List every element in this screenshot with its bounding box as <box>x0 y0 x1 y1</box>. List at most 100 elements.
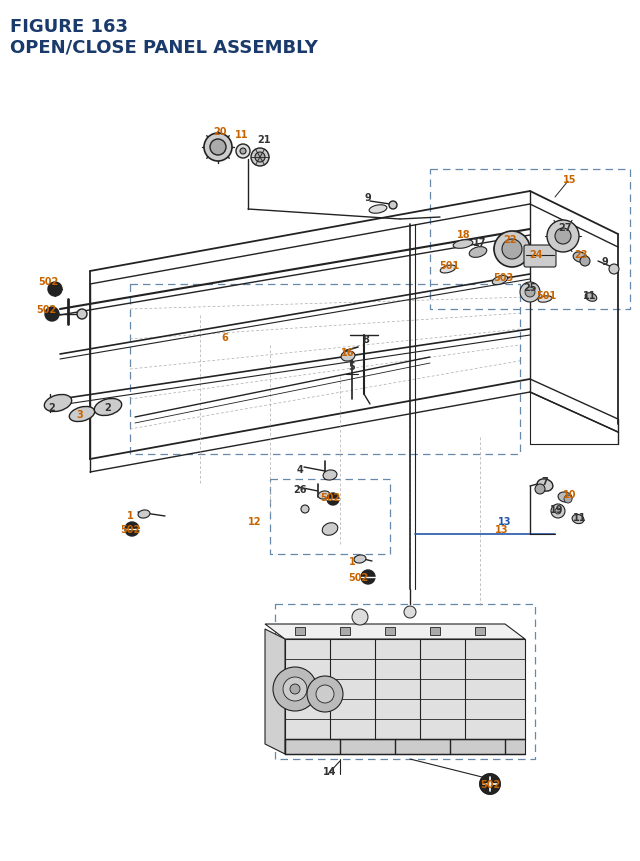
Text: 7: 7 <box>541 476 548 486</box>
Text: 501: 501 <box>439 261 459 270</box>
Text: 10: 10 <box>563 489 577 499</box>
Circle shape <box>273 667 317 711</box>
Text: 502: 502 <box>120 524 140 535</box>
Circle shape <box>327 493 339 505</box>
Text: 14: 14 <box>323 766 337 776</box>
Text: 501: 501 <box>536 291 556 300</box>
Text: 503: 503 <box>493 273 513 282</box>
Text: 5: 5 <box>349 362 355 372</box>
Ellipse shape <box>537 480 553 492</box>
Ellipse shape <box>538 296 552 303</box>
Bar <box>295 628 305 635</box>
Circle shape <box>240 149 246 155</box>
Text: 11: 11 <box>583 291 596 300</box>
Circle shape <box>389 201 397 210</box>
Text: 27: 27 <box>558 223 572 232</box>
Circle shape <box>210 139 226 156</box>
Text: 9: 9 <box>602 257 609 267</box>
Text: 26: 26 <box>293 485 307 494</box>
Circle shape <box>580 257 590 267</box>
Text: 13: 13 <box>499 517 512 526</box>
Circle shape <box>283 678 307 701</box>
Text: 16: 16 <box>341 348 355 357</box>
Ellipse shape <box>69 407 95 422</box>
Ellipse shape <box>323 470 337 480</box>
Ellipse shape <box>318 492 330 499</box>
Ellipse shape <box>440 266 456 274</box>
Text: 502: 502 <box>320 492 340 503</box>
Text: 23: 23 <box>574 250 588 260</box>
Text: 19: 19 <box>550 505 564 514</box>
Text: 502: 502 <box>348 573 368 582</box>
Circle shape <box>525 288 535 298</box>
Ellipse shape <box>558 492 572 503</box>
Text: OPEN/CLOSE PANEL ASSEMBLY: OPEN/CLOSE PANEL ASSEMBLY <box>10 38 318 56</box>
Circle shape <box>547 220 579 253</box>
Text: 502: 502 <box>480 779 500 789</box>
Text: FIGURE 163: FIGURE 163 <box>10 18 128 36</box>
Circle shape <box>494 232 530 268</box>
Text: 18: 18 <box>457 230 471 239</box>
Text: 25: 25 <box>524 282 537 293</box>
Circle shape <box>251 149 269 167</box>
Circle shape <box>45 307 59 322</box>
Circle shape <box>535 485 545 494</box>
Polygon shape <box>265 629 285 754</box>
Circle shape <box>316 685 334 703</box>
Circle shape <box>502 239 522 260</box>
Ellipse shape <box>453 240 473 249</box>
Circle shape <box>555 508 561 514</box>
Circle shape <box>520 282 540 303</box>
Text: 9: 9 <box>365 193 371 202</box>
Ellipse shape <box>94 399 122 416</box>
Circle shape <box>564 495 572 504</box>
Circle shape <box>48 282 62 297</box>
Ellipse shape <box>354 555 366 563</box>
Text: 24: 24 <box>529 250 543 260</box>
Circle shape <box>77 310 87 319</box>
Ellipse shape <box>138 511 150 518</box>
Ellipse shape <box>469 247 487 258</box>
Polygon shape <box>265 624 525 639</box>
Circle shape <box>480 774 500 794</box>
Ellipse shape <box>369 206 387 214</box>
Bar <box>385 628 395 635</box>
Ellipse shape <box>492 276 508 285</box>
Text: 22: 22 <box>503 235 516 245</box>
Circle shape <box>609 264 619 275</box>
Bar <box>475 628 485 635</box>
Text: 21: 21 <box>257 135 271 145</box>
Text: 2: 2 <box>49 403 56 412</box>
Text: 1: 1 <box>349 556 355 567</box>
Text: 11: 11 <box>236 130 249 139</box>
Circle shape <box>404 606 416 618</box>
Circle shape <box>236 145 250 158</box>
Text: 13: 13 <box>495 524 509 535</box>
Circle shape <box>204 133 232 162</box>
Circle shape <box>255 152 265 163</box>
Circle shape <box>290 684 300 694</box>
FancyBboxPatch shape <box>524 245 556 268</box>
Circle shape <box>125 523 139 536</box>
Circle shape <box>301 505 309 513</box>
Text: 17: 17 <box>473 238 487 248</box>
Text: 3: 3 <box>77 410 83 419</box>
Text: 11: 11 <box>573 512 587 523</box>
Circle shape <box>361 570 375 585</box>
Circle shape <box>352 610 368 625</box>
Circle shape <box>307 676 343 712</box>
Text: 4: 4 <box>296 464 303 474</box>
Ellipse shape <box>341 351 355 362</box>
Text: 15: 15 <box>563 175 577 185</box>
Ellipse shape <box>322 523 338 536</box>
Text: 1: 1 <box>127 511 133 520</box>
Bar <box>430 628 440 635</box>
Text: 8: 8 <box>363 335 369 344</box>
Text: 12: 12 <box>248 517 262 526</box>
Ellipse shape <box>44 395 72 412</box>
Text: 502: 502 <box>36 305 56 314</box>
Polygon shape <box>285 739 525 754</box>
Text: 2: 2 <box>104 403 111 412</box>
Circle shape <box>551 505 565 518</box>
Ellipse shape <box>572 515 584 524</box>
